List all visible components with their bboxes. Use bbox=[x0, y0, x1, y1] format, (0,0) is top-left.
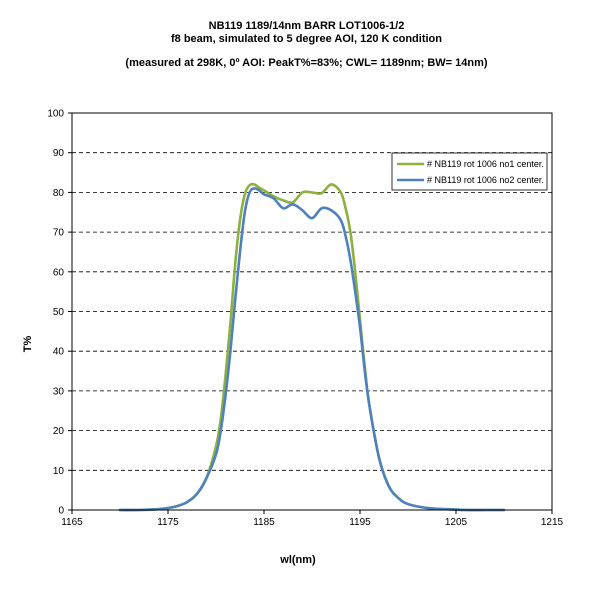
y-tick-label: 80 bbox=[53, 188, 65, 199]
series-line-1 bbox=[118, 182, 506, 512]
y-tick-label: 70 bbox=[53, 228, 65, 239]
y-tick-label: 20 bbox=[53, 426, 65, 437]
x-tick-label: 1215 bbox=[541, 517, 564, 528]
series-line-2 bbox=[118, 187, 506, 512]
legend-label-2: # NB119 rot 1006 no2 center. bbox=[427, 175, 544, 185]
y-tick-label: 60 bbox=[53, 267, 65, 278]
x-tick-label: 1185 bbox=[253, 517, 275, 528]
legend-label-1: # NB119 rot 1006 no1 center. bbox=[427, 159, 544, 169]
chart-subtitle: (measured at 298K, 0º AOI: PeakT%=83%; C… bbox=[125, 57, 488, 69]
x-tick-label: 1195 bbox=[349, 517, 371, 528]
y-tick-label: 40 bbox=[53, 347, 65, 358]
y-tick-label: 30 bbox=[53, 386, 65, 397]
y-tick-label: 50 bbox=[53, 307, 65, 318]
y-tick-label: 100 bbox=[47, 109, 64, 120]
x-tick-label: 1175 bbox=[157, 517, 179, 528]
chart-title-line-2: f8 beam, simulated to 5 degree AOI, 120 … bbox=[171, 33, 442, 45]
y-tick-label: 0 bbox=[58, 506, 64, 517]
gridlines bbox=[72, 152, 552, 471]
legend: # NB119 rot 1006 no1 center. # NB119 rot … bbox=[391, 152, 548, 191]
x-tick-label: 1205 bbox=[445, 517, 468, 528]
y-tick-label: 90 bbox=[53, 148, 65, 159]
series-lines bbox=[118, 182, 506, 512]
x-axis-label: wl(nm) bbox=[279, 554, 316, 566]
x-tick-label: 1165 bbox=[61, 517, 83, 528]
chart-title-line-1: NB119 1189/14nm BARR LOT1006-1/2 bbox=[208, 20, 405, 32]
y-axis-ticks: 0 10 20 30 40 50 60 70 80 90 100 bbox=[47, 109, 72, 517]
y-tick-label: 10 bbox=[53, 466, 65, 477]
x-axis-ticks: 1165 1175 1185 1195 1205 1215 bbox=[61, 510, 564, 528]
legend-box bbox=[391, 152, 548, 191]
y-axis-label: T% bbox=[22, 336, 34, 353]
